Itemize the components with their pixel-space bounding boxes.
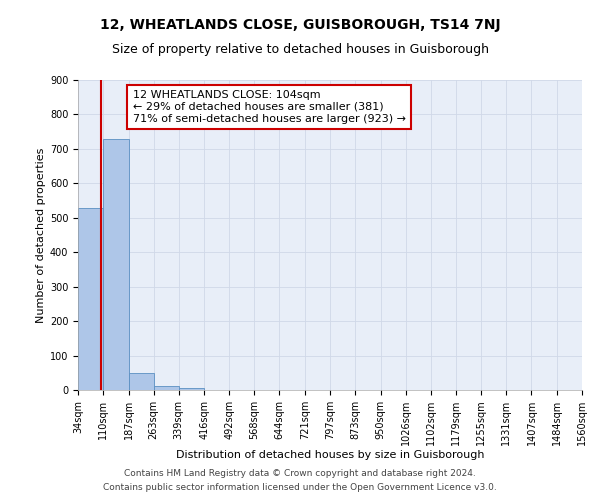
Bar: [179, 388, 204, 390]
Bar: [78, 208, 103, 390]
Bar: [103, 139, 128, 390]
Bar: [154, 386, 179, 390]
Y-axis label: Number of detached properties: Number of detached properties: [35, 148, 46, 322]
Text: 12 WHEATLANDS CLOSE: 104sqm
← 29% of detached houses are smaller (381)
71% of se: 12 WHEATLANDS CLOSE: 104sqm ← 29% of det…: [133, 90, 406, 124]
Text: Contains HM Land Registry data © Crown copyright and database right 2024.: Contains HM Land Registry data © Crown c…: [124, 468, 476, 477]
Bar: [128, 373, 154, 390]
Text: 12, WHEATLANDS CLOSE, GUISBOROUGH, TS14 7NJ: 12, WHEATLANDS CLOSE, GUISBOROUGH, TS14 …: [100, 18, 500, 32]
Text: Contains public sector information licensed under the Open Government Licence v3: Contains public sector information licen…: [103, 484, 497, 492]
X-axis label: Distribution of detached houses by size in Guisborough: Distribution of detached houses by size …: [176, 450, 484, 460]
Text: Size of property relative to detached houses in Guisborough: Size of property relative to detached ho…: [112, 42, 488, 56]
